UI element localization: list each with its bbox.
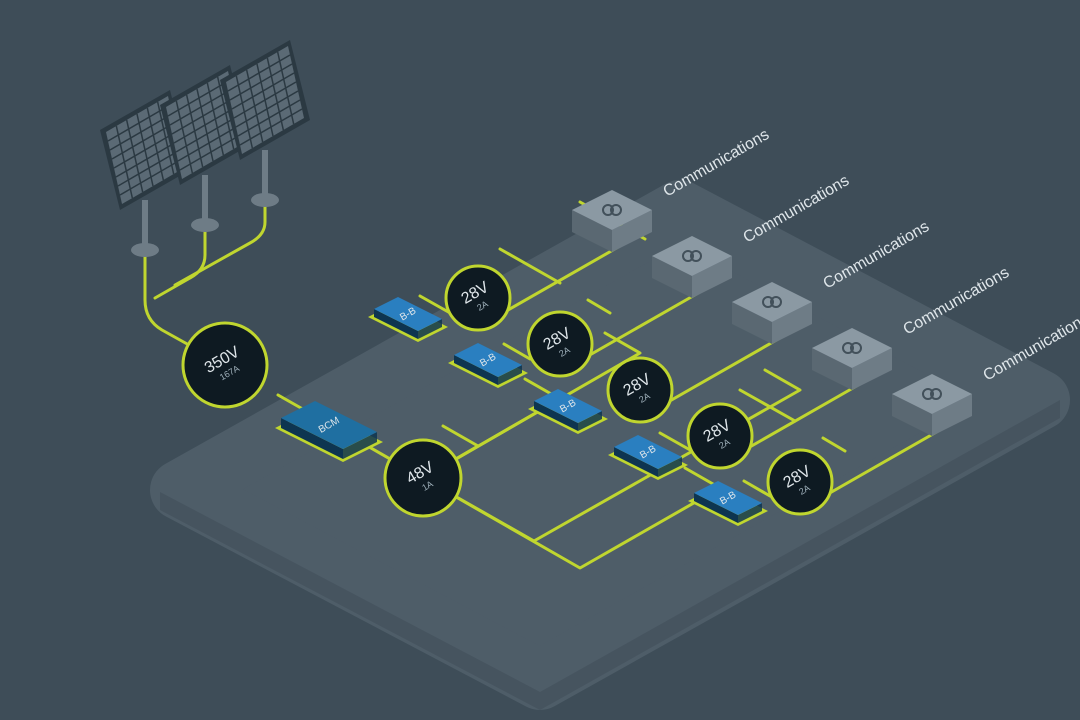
node-n28c: 28V2A xyxy=(608,358,672,422)
node-n28a: 28V2A xyxy=(446,266,510,330)
node-n48: 48V1A xyxy=(385,440,461,516)
node-n28b: 28V2A xyxy=(528,312,592,376)
node-n28e: 28V2A xyxy=(768,450,832,514)
solar-panel xyxy=(220,40,310,207)
comm-c2-label: Communications xyxy=(741,172,853,246)
comm-c1-label: Communications xyxy=(661,126,773,200)
wire xyxy=(175,190,265,285)
node-n28d: 28V2A xyxy=(688,404,752,468)
node-n350: 350V167A xyxy=(183,323,267,407)
